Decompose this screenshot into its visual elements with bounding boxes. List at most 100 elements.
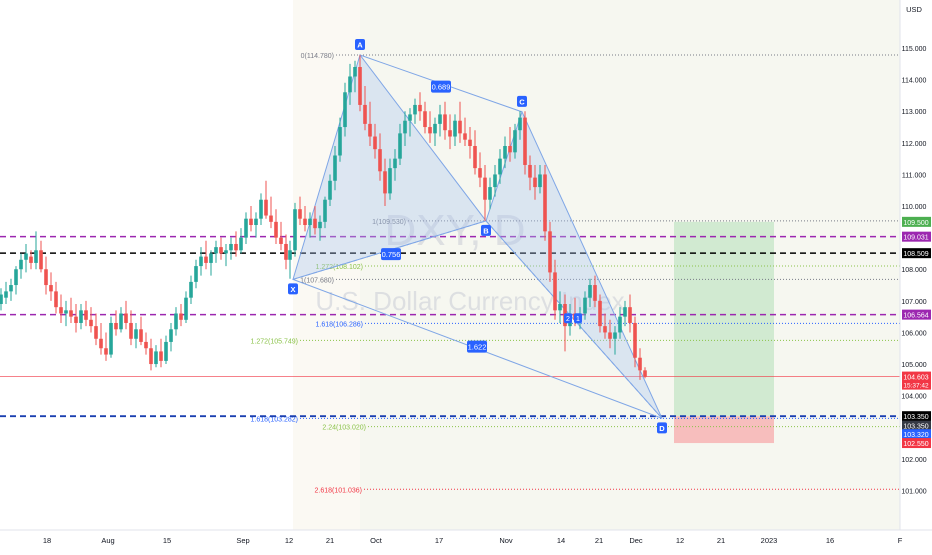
x-tick-label: 21 bbox=[326, 536, 334, 545]
candle-body bbox=[413, 104, 417, 115]
candle-body bbox=[134, 329, 138, 339]
y-tick-label: 108.000 bbox=[901, 267, 926, 274]
candle-body bbox=[363, 104, 367, 124]
candle-body bbox=[418, 104, 422, 112]
candle-body bbox=[428, 127, 432, 134]
price-axis-badge bbox=[902, 411, 931, 422]
candle-body bbox=[9, 285, 13, 292]
candle-body bbox=[398, 133, 402, 159]
candle-body bbox=[543, 174, 547, 232]
candle-body bbox=[423, 111, 427, 128]
price-axis-badge-label: 109.500 bbox=[903, 220, 928, 227]
candle-body bbox=[69, 310, 73, 317]
candle-body bbox=[104, 348, 108, 355]
price-axis-badge bbox=[902, 420, 931, 431]
candle-body bbox=[169, 329, 173, 342]
fib-level-label: 1(107.680) bbox=[300, 277, 334, 284]
y-tick-label: 101.000 bbox=[901, 488, 926, 495]
candle-body bbox=[593, 285, 597, 301]
ratio-label: 1.622 bbox=[468, 343, 487, 352]
price-axis-badge-label: 103.350 bbox=[903, 424, 928, 431]
y-tick-label: 111.000 bbox=[902, 172, 926, 179]
candle-body bbox=[328, 180, 332, 200]
candle-body bbox=[39, 250, 43, 270]
candle-body bbox=[124, 313, 128, 323]
candle-body bbox=[448, 130, 452, 137]
candle-body bbox=[368, 123, 372, 137]
x-tick-label: 17 bbox=[435, 536, 443, 545]
candle-body bbox=[4, 291, 8, 298]
candle-body bbox=[523, 117, 527, 165]
candle-body bbox=[403, 120, 407, 134]
candle-body bbox=[478, 168, 482, 178]
candle-body bbox=[179, 313, 183, 320]
candle-body bbox=[308, 218, 312, 226]
candle-body bbox=[498, 158, 502, 175]
fib-level-label: 1.272(105.749) bbox=[251, 338, 298, 345]
candle-body bbox=[49, 285, 53, 292]
position-target-zone bbox=[674, 221, 774, 417]
candle-body bbox=[224, 250, 228, 254]
candle-body bbox=[358, 67, 362, 105]
candle-body bbox=[214, 247, 218, 254]
candle-body bbox=[119, 313, 123, 330]
candle-body bbox=[633, 322, 637, 358]
y-tick-label: 107.000 bbox=[901, 299, 926, 306]
price-axis-badge-label: 109.031 bbox=[903, 235, 928, 242]
candle-body bbox=[463, 133, 467, 140]
candle-body bbox=[59, 307, 63, 314]
candle-body bbox=[99, 338, 103, 349]
candle-body bbox=[583, 297, 587, 314]
candle-body bbox=[393, 158, 397, 169]
candle-body bbox=[533, 177, 537, 188]
candle-body bbox=[139, 329, 143, 342]
ratio-badge bbox=[467, 340, 487, 353]
x-tick-label: 2023 bbox=[761, 536, 778, 545]
fib-level-label: 1(109.530) bbox=[372, 219, 406, 226]
ratio-label: 0.756 bbox=[382, 250, 401, 259]
candle-body bbox=[34, 250, 38, 263]
candle-body bbox=[608, 332, 612, 339]
candle-body bbox=[313, 218, 317, 229]
price-axis-badge bbox=[902, 231, 931, 242]
candle-body bbox=[199, 256, 203, 267]
candle-body bbox=[288, 250, 292, 260]
candle-body bbox=[558, 304, 562, 311]
candle-body bbox=[468, 139, 472, 147]
candle-body bbox=[0, 294, 3, 305]
ratio-label: 0.689 bbox=[432, 83, 451, 92]
candle-body bbox=[74, 316, 78, 323]
price-axis-bg bbox=[900, 0, 932, 550]
candle-body bbox=[44, 269, 48, 286]
candle-body bbox=[219, 247, 223, 254]
candle-body bbox=[274, 221, 278, 238]
candle-body bbox=[24, 253, 28, 260]
fib-level-label: 2.24(103.020) bbox=[322, 425, 366, 432]
x-tick-label: F bbox=[898, 536, 903, 545]
y-tick-label: 110.000 bbox=[902, 204, 927, 211]
candle-body bbox=[254, 218, 258, 226]
pattern-point-badge bbox=[517, 95, 527, 107]
x-tick-label: 12 bbox=[285, 536, 293, 545]
candle-body bbox=[338, 127, 342, 156]
price-axis-badge bbox=[902, 438, 931, 449]
x-tick-label: Dec bbox=[629, 536, 643, 545]
candle-body bbox=[144, 341, 148, 349]
fib-level-label: 2.618(101.036) bbox=[315, 487, 362, 494]
candle-body bbox=[458, 120, 462, 134]
pattern-point-label: X bbox=[290, 285, 295, 294]
x-tick-label: 14 bbox=[557, 536, 565, 545]
candle-body bbox=[114, 322, 118, 330]
y-tick-label: 113.000 bbox=[902, 109, 927, 116]
candle-body bbox=[129, 322, 133, 339]
price-axis-badge bbox=[902, 248, 931, 259]
candle-body bbox=[538, 174, 542, 188]
price-axis-badge-label: 108.509 bbox=[903, 251, 928, 258]
y-tick-label: 112.000 bbox=[902, 141, 927, 148]
x-tick-label: 15 bbox=[163, 536, 171, 545]
candle-body bbox=[84, 310, 88, 320]
candle-body bbox=[553, 272, 557, 311]
candle-body bbox=[433, 123, 437, 134]
